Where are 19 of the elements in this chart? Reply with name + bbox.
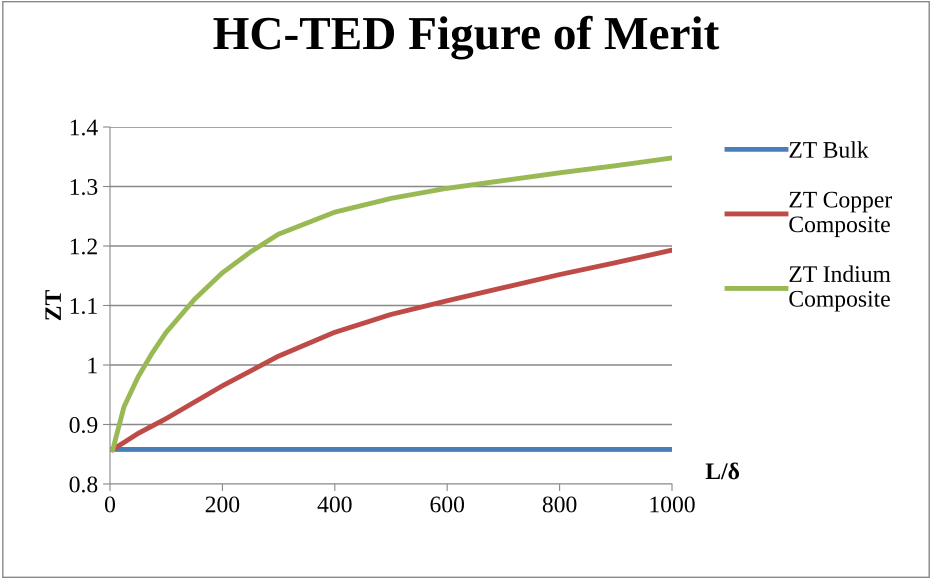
x-tick-label: 200 bbox=[206, 496, 240, 512]
y-tick-label: 0.8 bbox=[70, 476, 98, 493]
y-tick-label: 1.4 bbox=[70, 120, 98, 136]
x-tick-label: 600 bbox=[430, 496, 464, 512]
chart-title: HC-TED Figure of Merit bbox=[213, 16, 720, 60]
y-tick-label: 1.1 bbox=[70, 298, 97, 314]
legend-label: ZT Indium Composite bbox=[789, 265, 891, 312]
y-tick-label: 1.3 bbox=[70, 179, 98, 196]
y-axis-title: ZT bbox=[45, 290, 61, 320]
legend-label: ZT Copper Composite bbox=[789, 192, 892, 238]
y-tick-label: 0.9 bbox=[70, 416, 98, 434]
y-tick-label: 1 bbox=[88, 358, 97, 374]
x-tick-label: 1000 bbox=[650, 496, 695, 512]
x-axis-title: L/δ bbox=[706, 462, 739, 480]
legend-label: ZT Bulk bbox=[789, 141, 869, 158]
x-tick-label: 0 bbox=[104, 496, 116, 512]
y-tick-label: 1.2 bbox=[70, 238, 97, 255]
x-tick-label: 800 bbox=[542, 496, 576, 512]
x-tick-label: 400 bbox=[318, 496, 352, 512]
